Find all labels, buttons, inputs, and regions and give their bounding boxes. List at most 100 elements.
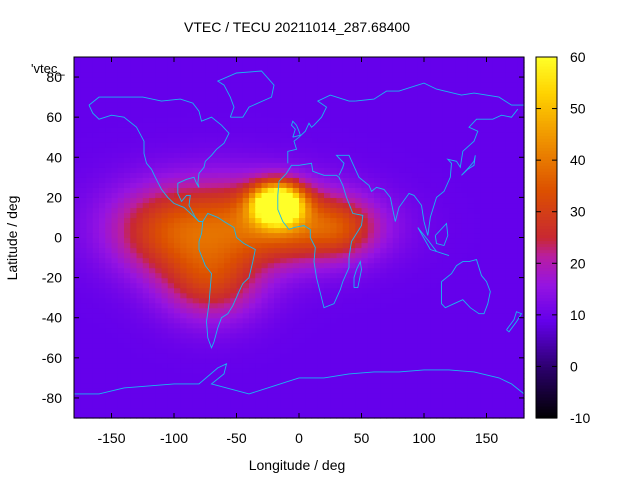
heatmap-cell bbox=[405, 112, 413, 118]
heatmap-cell bbox=[311, 172, 319, 178]
heatmap-cell bbox=[149, 127, 156, 133]
heatmap-cell bbox=[136, 357, 144, 364]
heatmap-cell bbox=[192, 202, 200, 209]
heatmap-cell bbox=[330, 297, 338, 304]
heatmap-cell bbox=[399, 62, 406, 68]
heatmap-cell bbox=[74, 157, 81, 163]
heatmap-cell bbox=[311, 357, 319, 364]
heatmap-cell bbox=[442, 372, 450, 379]
heatmap-cell bbox=[442, 362, 450, 369]
heatmap-cell bbox=[105, 297, 113, 304]
heatmap-cell bbox=[499, 72, 506, 78]
heatmap-cell bbox=[486, 142, 494, 148]
heatmap-cell bbox=[211, 312, 219, 319]
heatmap-cell bbox=[436, 377, 444, 384]
heatmap-cell bbox=[324, 222, 331, 229]
heatmap-cell bbox=[405, 87, 413, 93]
heatmap-cell bbox=[461, 57, 469, 63]
heatmap-cell bbox=[367, 307, 375, 314]
heatmap-cell bbox=[199, 357, 206, 364]
heatmap-cell bbox=[274, 162, 281, 168]
heatmap-cell bbox=[461, 62, 469, 68]
heatmap-cell bbox=[199, 212, 206, 219]
heatmap-cell bbox=[405, 272, 413, 279]
heatmap-cell bbox=[386, 212, 394, 219]
heatmap-cell bbox=[161, 287, 169, 294]
heatmap-cell bbox=[305, 377, 313, 384]
heatmap-cell bbox=[380, 137, 388, 143]
heatmap-cell bbox=[311, 337, 319, 344]
heatmap-cell bbox=[486, 162, 494, 168]
heatmap-cell bbox=[224, 332, 231, 339]
heatmap-cell bbox=[317, 157, 325, 163]
heatmap-cell bbox=[86, 92, 94, 98]
heatmap-cell bbox=[267, 112, 275, 118]
heatmap-cell bbox=[192, 242, 200, 249]
heatmap-cell bbox=[417, 192, 425, 198]
heatmap-cell bbox=[430, 187, 438, 193]
heatmap-cell bbox=[492, 412, 500, 419]
heatmap-cell bbox=[405, 182, 413, 188]
heatmap-cell bbox=[274, 222, 281, 229]
heatmap-cell bbox=[424, 237, 431, 244]
heatmap-cell bbox=[167, 127, 175, 133]
heatmap-cell bbox=[505, 342, 513, 349]
heatmap-cell bbox=[467, 207, 475, 214]
heatmap-cell bbox=[249, 217, 256, 224]
heatmap-cell bbox=[411, 342, 419, 349]
heatmap-cell bbox=[324, 62, 331, 68]
heatmap-cell bbox=[217, 152, 225, 158]
heatmap-cell bbox=[336, 392, 344, 399]
heatmap-cell bbox=[286, 282, 294, 289]
heatmap-cell bbox=[324, 182, 331, 188]
heatmap-cell bbox=[267, 397, 275, 404]
heatmap-cell bbox=[267, 187, 275, 193]
heatmap-cell bbox=[167, 292, 175, 299]
heatmap-cell bbox=[474, 242, 481, 249]
heatmap-cell bbox=[492, 367, 500, 374]
heatmap-cell bbox=[99, 137, 106, 143]
heatmap-cell bbox=[499, 137, 506, 143]
heatmap-cell bbox=[167, 242, 175, 249]
heatmap-cell bbox=[292, 167, 300, 173]
heatmap-cell bbox=[455, 402, 463, 409]
heatmap-cell bbox=[255, 152, 263, 158]
heatmap-cell bbox=[242, 357, 250, 364]
heatmap-cell bbox=[349, 182, 356, 188]
heatmap-cell bbox=[192, 272, 200, 279]
heatmap-cell bbox=[492, 97, 500, 103]
heatmap-cell bbox=[342, 72, 350, 78]
heatmap-cell bbox=[92, 167, 100, 173]
heatmap-cell bbox=[367, 267, 375, 274]
heatmap-cell bbox=[474, 337, 481, 344]
heatmap-cell bbox=[449, 277, 456, 284]
heatmap-cell bbox=[230, 132, 238, 138]
heatmap-cell bbox=[255, 402, 263, 409]
heatmap-cell bbox=[474, 152, 481, 158]
heatmap-cell bbox=[261, 227, 269, 234]
heatmap-cell bbox=[217, 82, 225, 88]
heatmap-cell bbox=[367, 407, 375, 414]
heatmap-cell bbox=[124, 242, 131, 249]
heatmap-cell bbox=[186, 227, 194, 234]
heatmap-cell bbox=[424, 217, 431, 224]
heatmap-cell bbox=[217, 87, 225, 93]
heatmap-cell bbox=[186, 117, 194, 123]
heatmap-cell bbox=[192, 367, 200, 374]
heatmap-cell bbox=[330, 147, 338, 153]
heatmap-cell bbox=[99, 307, 106, 314]
heatmap-cell bbox=[430, 372, 438, 379]
heatmap-cell bbox=[167, 152, 175, 158]
heatmap-cell bbox=[474, 137, 481, 143]
heatmap-cell bbox=[230, 327, 238, 334]
heatmap-cell bbox=[380, 242, 388, 249]
heatmap-cell bbox=[367, 152, 375, 158]
heatmap-cell bbox=[505, 412, 513, 419]
heatmap-cell bbox=[330, 327, 338, 334]
heatmap-cell bbox=[105, 312, 113, 319]
heatmap-cell bbox=[317, 67, 325, 73]
heatmap-cell bbox=[211, 97, 219, 103]
heatmap-cell bbox=[180, 382, 188, 389]
heatmap-cell bbox=[286, 232, 294, 239]
heatmap-cell bbox=[86, 127, 94, 133]
